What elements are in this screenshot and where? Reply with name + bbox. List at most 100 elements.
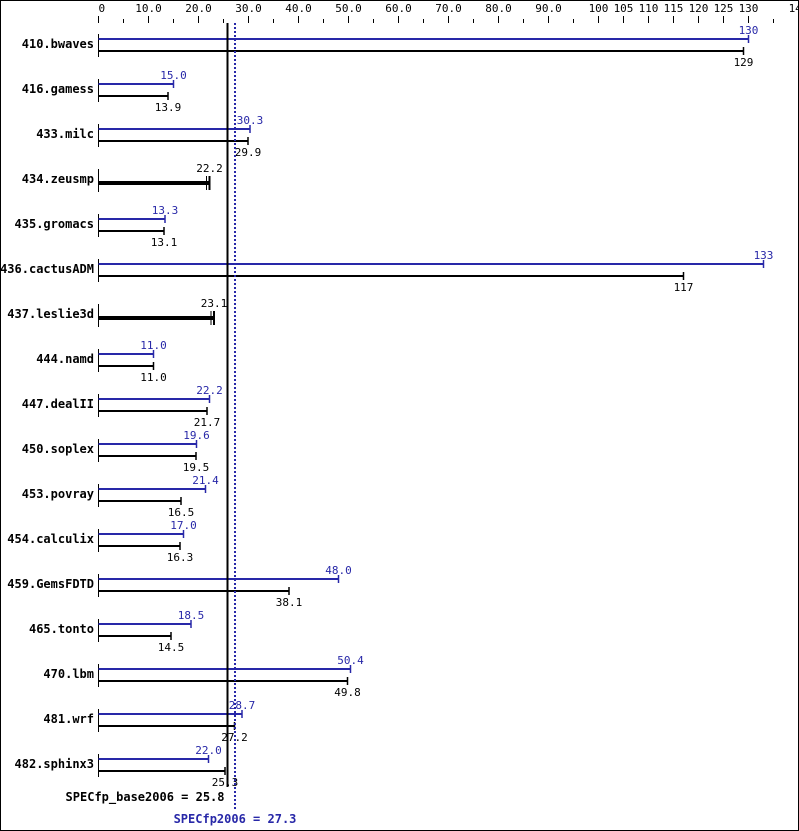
peak-value-label: 133	[754, 249, 774, 262]
base-value-label: 19.5	[183, 461, 210, 474]
base-bar	[98, 140, 248, 142]
base-value-label: 11.0	[140, 371, 167, 384]
x-tick-label: 125	[714, 2, 734, 15]
base-bar	[98, 50, 744, 52]
base-bar	[98, 365, 154, 367]
base-bar	[98, 95, 168, 97]
base-bar	[98, 410, 207, 412]
peak-value-label: 18.5	[178, 609, 205, 622]
peak-bar	[98, 353, 154, 355]
base-bar	[98, 230, 164, 232]
peak-bar	[98, 713, 242, 715]
benchmark-label: 434.zeusmp	[22, 172, 94, 186]
x-tick-label: 40.0	[285, 2, 312, 15]
base-bar	[98, 770, 225, 772]
base-reference-label: SPECfp_base2006 = 25.8	[66, 790, 225, 805]
base-value-label: 14.5	[158, 641, 185, 654]
base-bar	[98, 545, 180, 547]
x-tick-label: 90.0	[535, 2, 562, 15]
peak-value-label: 15.0	[160, 69, 187, 82]
x-tick-label: 10.0	[135, 2, 162, 15]
benchmark-label: 450.soplex	[22, 442, 94, 456]
benchmark-label: 436.cactusADM	[1, 262, 94, 276]
x-tick-label: 110	[639, 2, 659, 15]
benchmark-label: 454.calculix	[7, 532, 94, 546]
benchmark-label: 470.lbm	[43, 667, 94, 681]
benchmark-label: 435.gromacs	[15, 217, 94, 231]
peak-bar	[98, 758, 209, 760]
x-tick-label: 130	[739, 2, 759, 15]
peak-value-label: 28.7	[229, 699, 256, 712]
base-value-label: 13.1	[151, 236, 178, 249]
peak-value-label: 50.4	[337, 654, 364, 667]
base-value-label: 13.9	[155, 101, 182, 114]
benchmark-label: 433.milc	[36, 127, 94, 141]
peak-reference-label: SPECfp2006 = 27.3	[174, 812, 297, 826]
peak-bar	[98, 128, 250, 130]
base-bar	[98, 725, 235, 727]
peak-value-label: 13.3	[152, 204, 179, 217]
peak-bar	[98, 668, 351, 670]
benchmark-label: 447.dealII	[22, 397, 94, 411]
peak-bar	[98, 38, 749, 40]
base-value-label: 29.9	[235, 146, 262, 159]
benchmark-label: 437.leslie3d	[7, 307, 94, 321]
x-tick-label: 20.0	[185, 2, 212, 15]
x-tick-label: 60.0	[385, 2, 412, 15]
benchmark-label: 481.wrf	[43, 712, 94, 726]
benchmark-label: 416.gamess	[22, 82, 94, 96]
x-tick-label: 80.0	[485, 2, 512, 15]
base-value-label: 117	[674, 281, 694, 294]
x-tick-label: 70.0	[435, 2, 462, 15]
base-bar	[98, 316, 214, 320]
x-tick-label: 30.0	[235, 2, 262, 15]
peak-bar	[98, 263, 764, 265]
benchmark-label: 482.sphinx3	[15, 757, 94, 771]
x-tick-label: 115	[664, 2, 684, 15]
x-tick-label: 120	[689, 2, 709, 15]
peak-bar	[98, 488, 206, 490]
peak-value-label: 17.0	[170, 519, 197, 532]
peak-value-label: 22.2	[196, 384, 223, 397]
peak-value-label: 21.4	[192, 474, 219, 487]
x-tick-label: 0	[99, 2, 106, 15]
base-value-label: 38.1	[276, 596, 303, 609]
peak-value-label: 130	[739, 24, 759, 37]
peak-bar	[98, 443, 197, 445]
peak-bar	[98, 218, 165, 220]
peak-value-label: 22.0	[195, 744, 222, 757]
base-bar	[98, 455, 196, 457]
base-bar	[98, 680, 348, 682]
base-value-label: 16.3	[167, 551, 194, 564]
peak-bar	[98, 398, 210, 400]
base-bar	[98, 275, 684, 277]
x-tick-label: 50.0	[335, 2, 362, 15]
x-tick-label: 140	[789, 2, 798, 15]
peak-bar	[98, 533, 184, 535]
benchmark-label: 444.namd	[36, 352, 94, 366]
base-value-label: 16.5	[168, 506, 195, 519]
peak-value-label: 11.0	[140, 339, 167, 352]
peak-bar	[98, 578, 339, 580]
base-value-label: 25.3	[212, 776, 239, 789]
x-tick-label: 100	[589, 2, 609, 15]
base-bar	[98, 635, 171, 637]
benchmark-label: 410.bwaves	[22, 37, 94, 51]
peak-value-label: 19.6	[183, 429, 210, 442]
base-value-label: 21.7	[194, 416, 221, 429]
peak-value-label: 30.3	[237, 114, 264, 127]
peak-value-label: 48.0	[325, 564, 352, 577]
base-bar	[98, 181, 210, 185]
base-value-label: 23.1	[201, 297, 228, 310]
peak-bar	[98, 83, 174, 85]
x-tick-label: 105	[614, 2, 634, 15]
benchmark-label: 459.GemsFDTD	[7, 577, 94, 591]
base-bar	[98, 500, 181, 502]
base-bar	[98, 590, 289, 592]
benchmark-label: 453.povray	[22, 487, 94, 501]
peak-bar	[98, 623, 191, 625]
base-value-label: 22.2	[196, 162, 223, 175]
base-value-label: 129	[734, 56, 754, 69]
